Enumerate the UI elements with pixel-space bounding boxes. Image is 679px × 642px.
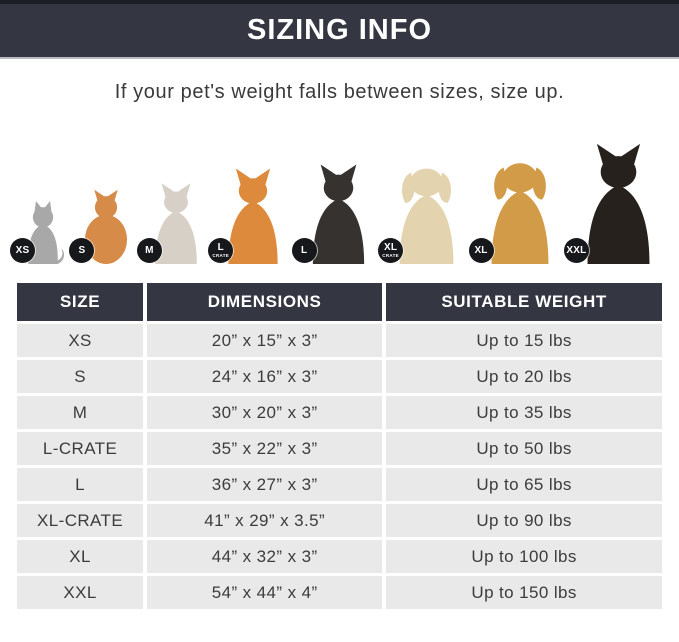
pet-size-lineup: XS S M L CRATE L XL CRATE XL xyxy=(0,118,679,264)
dimensions-cell: 41” x 29” x 3.5” xyxy=(147,504,383,537)
table-row: XL 44” x 32” x 3” Up to 100 lbs xyxy=(17,540,662,573)
size-badge-xs: XS xyxy=(10,238,35,263)
table-row: M 30” x 20” x 3” Up to 35 lbs xyxy=(17,396,662,429)
size-badge-l: L xyxy=(291,238,317,263)
weight-cell: Up to 15 lbs xyxy=(386,324,662,357)
size-cell: XXL xyxy=(17,576,144,609)
pet-illustration-m: M xyxy=(136,182,208,264)
badge-label: XL xyxy=(384,241,398,253)
badge-label: XS xyxy=(15,244,30,256)
size-badge-s: S xyxy=(69,238,95,263)
table-row: L 36” x 27” x 3” Up to 65 lbs xyxy=(17,468,662,501)
table-row: XXL 54” x 44” x 4” Up to 150 lbs xyxy=(17,576,662,609)
size-cell: XL xyxy=(17,540,144,573)
sizing-info-banner: SIZING INFO xyxy=(0,0,679,59)
badge-sublabel: CRATE xyxy=(212,252,230,258)
table-row: XS 20” x 15” x 3” Up to 15 lbs xyxy=(17,324,662,357)
col-header-dimensions: DIMENSIONS xyxy=(147,283,383,321)
size-badge-xl-crate: XL CRATE xyxy=(378,238,404,263)
weight-cell: Up to 20 lbs xyxy=(386,360,662,393)
pet-illustration-xxl: XXL xyxy=(563,142,666,264)
weight-cell: Up to 35 lbs xyxy=(386,396,662,429)
page-title: SIZING INFO xyxy=(247,14,432,46)
pet-illustration-xs: XS xyxy=(10,198,69,264)
size-cell: XS xyxy=(17,324,144,357)
badge-label: L xyxy=(301,244,308,256)
badge-sublabel: CRATE xyxy=(382,252,399,258)
badge-label: XXL xyxy=(566,244,587,256)
badge-label: L xyxy=(217,241,224,253)
size-cell: S xyxy=(17,360,144,393)
dimensions-cell: 20” x 15” x 3” xyxy=(147,324,383,357)
table-row: L-CRATE 35” x 22” x 3” Up to 50 lbs xyxy=(17,432,662,465)
weight-cell: Up to 90 lbs xyxy=(386,504,662,537)
col-header-suitable-weight: SUITABLE WEIGHT xyxy=(386,283,662,321)
pet-illustration-l: L xyxy=(291,163,378,264)
size-cell: L-CRATE xyxy=(17,432,144,465)
size-badge-l-crate: L CRATE xyxy=(208,238,234,263)
size-cell: XL-CRATE xyxy=(17,504,144,537)
pet-illustration-l-crate: L CRATE xyxy=(208,167,291,264)
dimensions-cell: 36” x 27” x 3” xyxy=(147,468,383,501)
sizing-table-wrap: SIZE DIMENSIONS SUITABLE WEIGHT XS 20” x… xyxy=(13,280,666,612)
dimensions-cell: 30” x 20” x 3” xyxy=(147,396,383,429)
dimensions-cell: 35” x 22” x 3” xyxy=(147,432,383,465)
dimensions-cell: 54” x 44” x 4” xyxy=(147,576,383,609)
table-row: XL-CRATE 41” x 29” x 3.5” Up to 90 lbs xyxy=(17,504,662,537)
size-badge-m: M xyxy=(136,238,162,263)
size-cell: L xyxy=(17,468,144,501)
size-cell: M xyxy=(17,396,144,429)
dimensions-cell: 24” x 16” x 3” xyxy=(147,360,383,393)
pet-illustration-s: S xyxy=(69,188,136,264)
sizing-subtitle: If your pet's weight falls between sizes… xyxy=(114,81,565,103)
size-badge-xxl: XXL xyxy=(563,238,589,263)
table-row: S 24” x 16” x 3” Up to 20 lbs xyxy=(17,360,662,393)
weight-cell: Up to 50 lbs xyxy=(386,432,662,465)
dimensions-cell: 44” x 32” x 3” xyxy=(147,540,383,573)
table-header-row: SIZE DIMENSIONS SUITABLE WEIGHT xyxy=(17,283,662,321)
pet-illustration-xl-crate: XL CRATE xyxy=(378,158,468,264)
badge-label: M xyxy=(145,244,154,256)
badge-label: S xyxy=(78,244,86,256)
pet-illustration-xl: XL xyxy=(468,152,564,264)
weight-cell: Up to 100 lbs xyxy=(386,540,662,573)
size-badge-xl: XL xyxy=(468,238,494,263)
weight-cell: Up to 150 lbs xyxy=(386,576,662,609)
badge-label: XL xyxy=(474,244,488,256)
sizing-table: SIZE DIMENSIONS SUITABLE WEIGHT XS 20” x… xyxy=(13,280,666,612)
weight-cell: Up to 65 lbs xyxy=(386,468,662,501)
col-header-size: SIZE xyxy=(17,283,144,321)
